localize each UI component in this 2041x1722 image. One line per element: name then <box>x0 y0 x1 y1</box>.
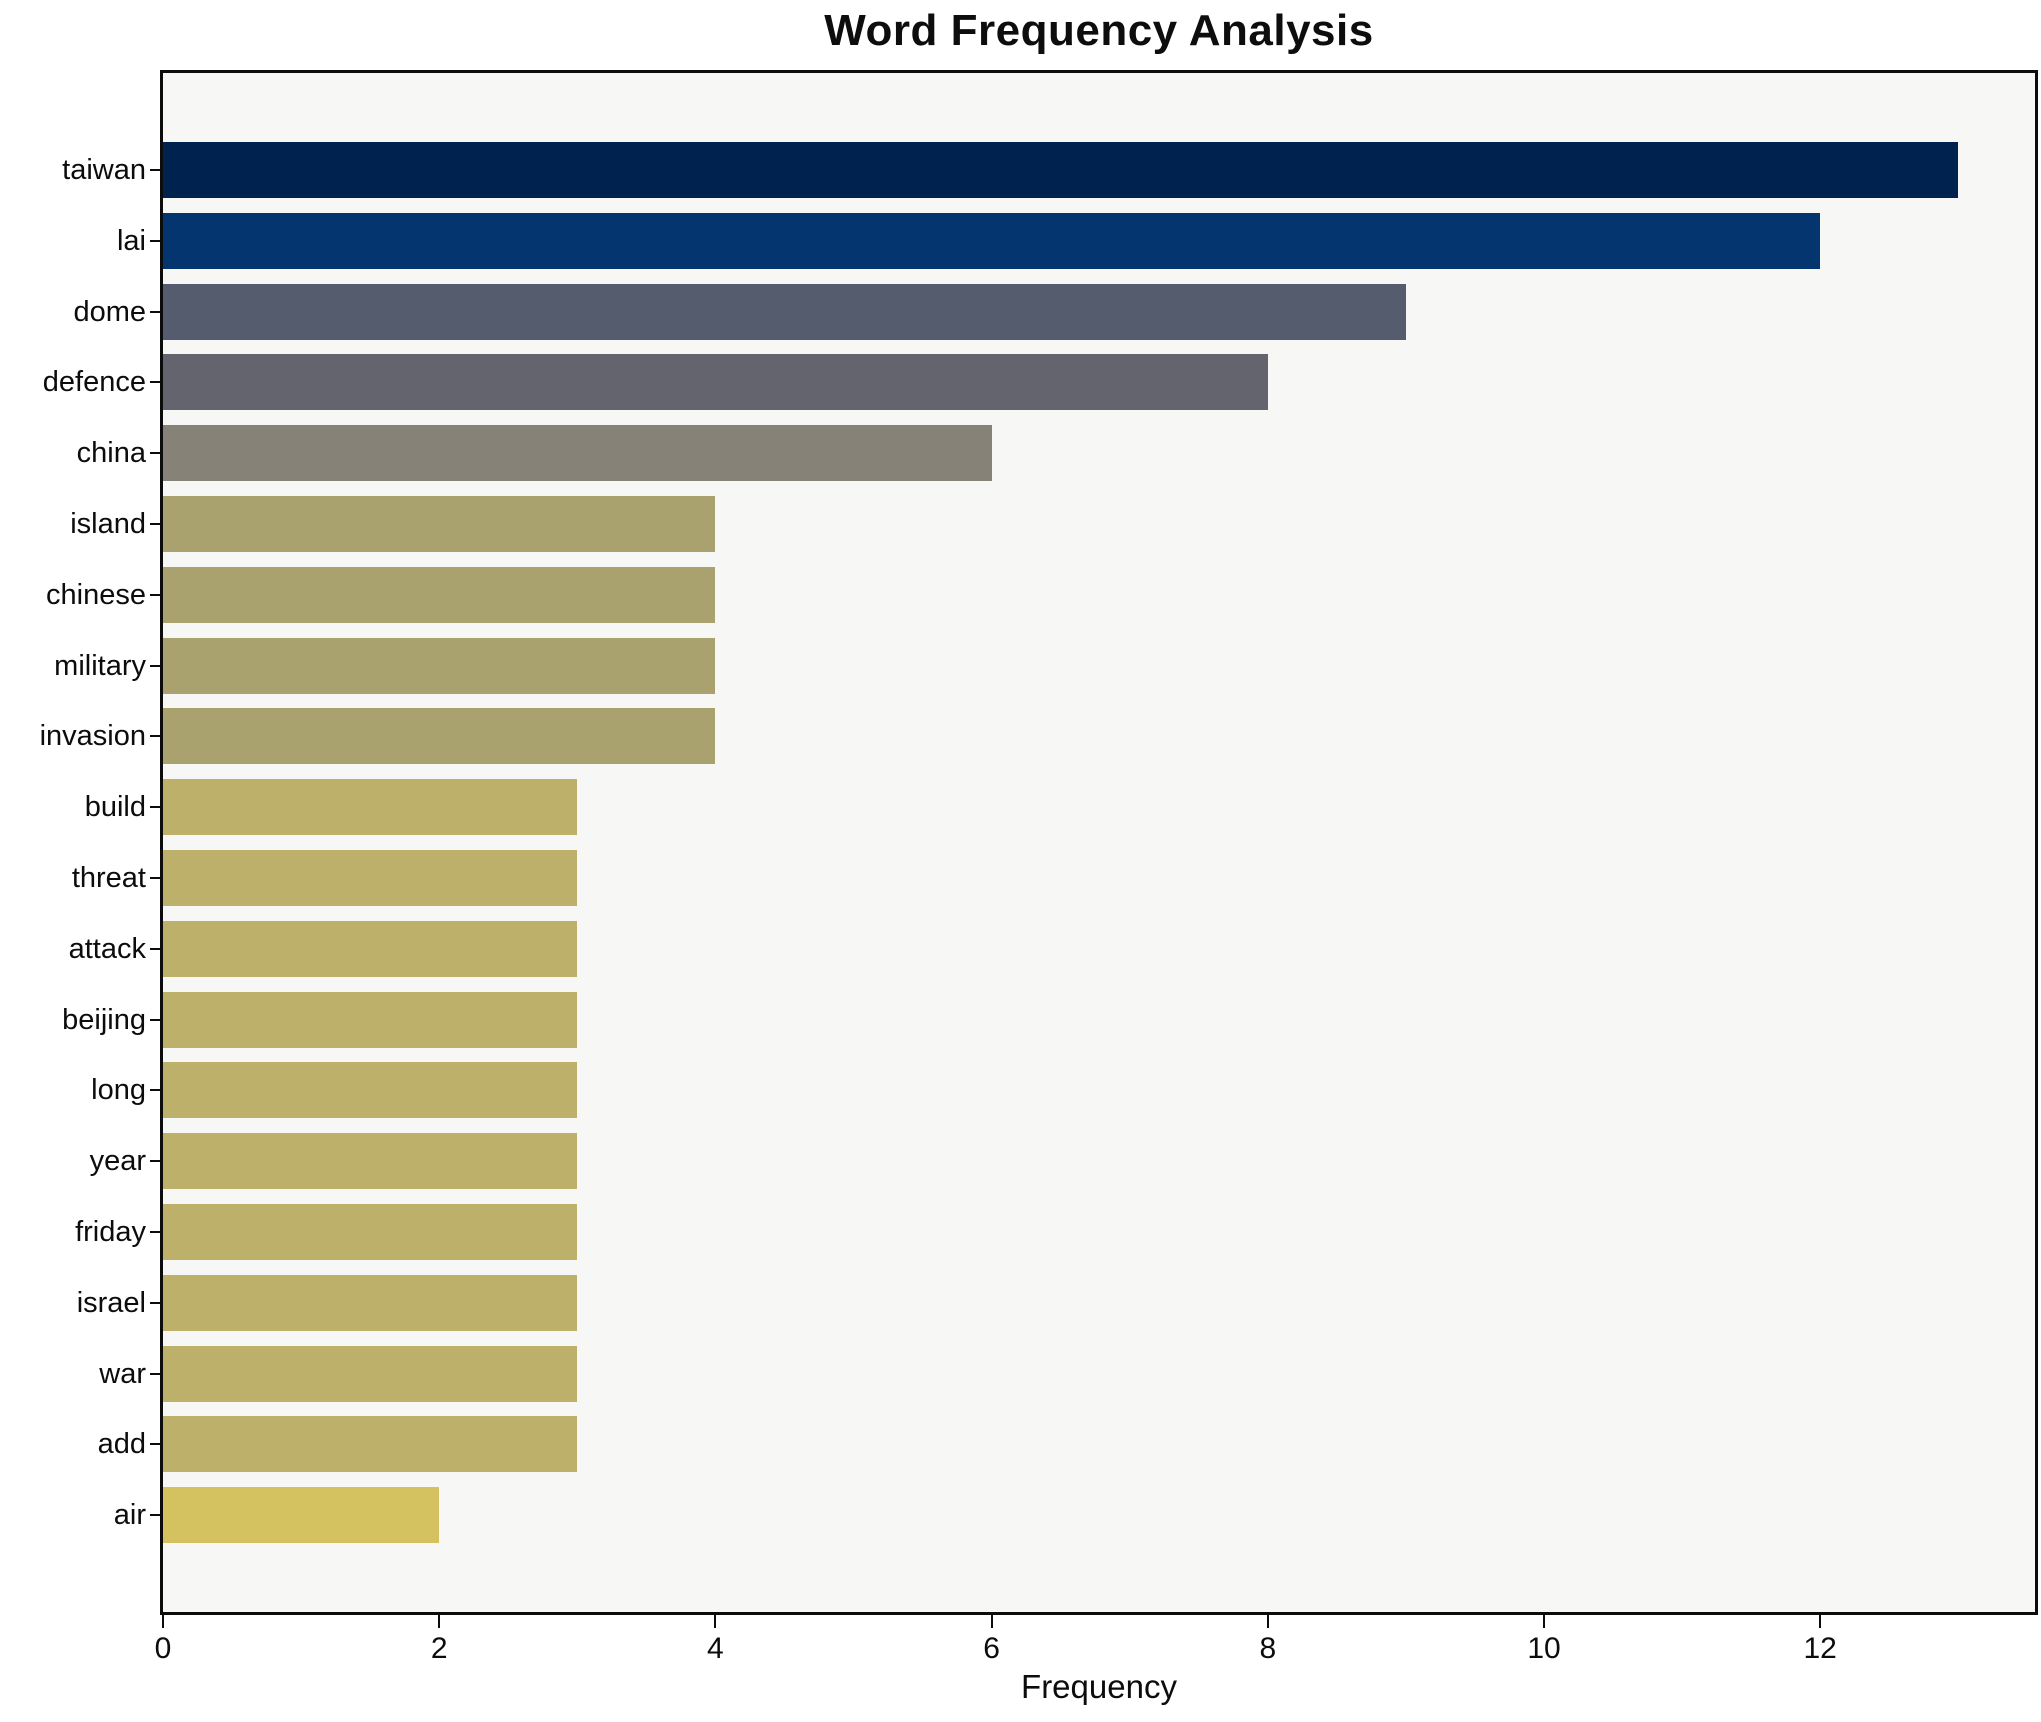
bar-defence <box>163 354 1268 411</box>
bar-war <box>163 1345 578 1402</box>
x-tick-mark <box>438 1615 441 1628</box>
y-tick-mark <box>150 1372 161 1375</box>
y-tick-mark <box>150 1160 161 1163</box>
y-tick-label-war: war <box>99 1357 146 1390</box>
y-tick-label-taiwan: taiwan <box>62 154 146 186</box>
y-tick-label-chinese: chinese <box>46 578 146 611</box>
y-tick-mark <box>150 523 161 525</box>
y-tick-mark <box>150 877 161 879</box>
y-tick-label-attack: attack <box>68 932 146 965</box>
y-tick-mark <box>150 735 161 738</box>
y-tick-label-air: air <box>113 1499 146 1532</box>
y-tick-label-island: island <box>70 508 146 540</box>
y-tick-mark <box>150 452 161 455</box>
y-tick-mark <box>150 664 161 667</box>
y-tick-mark <box>150 169 161 171</box>
bar-china <box>163 425 992 482</box>
x-tick-label-4: 4 <box>707 1632 724 1665</box>
bar-long <box>163 1062 578 1119</box>
bar-dome <box>163 283 1406 340</box>
bar-invasion <box>163 708 716 765</box>
bar-taiwan <box>163 142 1959 198</box>
y-tick-label-invasion: invasion <box>39 720 146 753</box>
bar-military <box>163 637 716 694</box>
bar-air <box>163 1487 440 1544</box>
x-tick-mark <box>1543 1615 1545 1628</box>
y-tick-mark <box>150 1231 161 1233</box>
y-tick-mark <box>150 1443 161 1446</box>
bar-add <box>163 1416 578 1473</box>
x-tick-mark <box>1819 1615 1822 1628</box>
bar-lai <box>163 212 1821 269</box>
x-tick-label-6: 6 <box>983 1632 1000 1665</box>
y-tick-mark <box>150 1089 161 1092</box>
bar-threat <box>163 850 578 906</box>
x-tick-mark <box>990 1615 993 1628</box>
y-tick-mark <box>150 593 161 596</box>
y-tick-label-long: long <box>91 1074 146 1107</box>
y-tick-mark <box>150 1018 161 1021</box>
y-tick-label-lai: lai <box>116 224 146 257</box>
y-tick-label-add: add <box>97 1428 146 1461</box>
bar-year <box>163 1133 578 1190</box>
y-tick-label-threat: threat <box>71 862 146 894</box>
y-tick-mark <box>150 239 161 242</box>
x-axis-label: Frequency <box>1021 1668 1177 1705</box>
y-tick-label-build: build <box>84 791 146 824</box>
x-tick-label-12: 12 <box>1803 1632 1837 1665</box>
x-tick-mark <box>1266 1615 1269 1628</box>
y-tick-label-dome: dome <box>73 295 146 328</box>
chart-title: Word Frequency Analysis <box>824 6 1374 55</box>
bar-chinese <box>163 566 716 623</box>
y-tick-mark <box>150 947 161 950</box>
x-tick-label-8: 8 <box>1259 1632 1277 1665</box>
y-tick-mark <box>150 381 161 384</box>
y-tick-label-israel: israel <box>76 1286 146 1319</box>
y-tick-label-china: china <box>76 437 146 470</box>
y-tick-label-friday: friday <box>75 1216 146 1248</box>
y-tick-mark <box>150 806 161 809</box>
x-tick-label-2: 2 <box>430 1632 448 1665</box>
y-tick-label-defence: defence <box>42 366 146 399</box>
bar-beijing <box>163 991 578 1048</box>
y-tick-label-year: year <box>89 1145 146 1178</box>
x-tick-label-10: 10 <box>1527 1632 1561 1665</box>
y-tick-mark <box>150 1514 161 1517</box>
y-tick-label-military: military <box>54 649 146 682</box>
x-tick-label-0: 0 <box>154 1632 172 1665</box>
bar-friday <box>163 1204 578 1260</box>
y-tick-mark <box>150 310 161 313</box>
bar-attack <box>163 920 578 977</box>
y-tick-label-beijing: beijing <box>62 1003 146 1036</box>
bar-island <box>163 496 716 552</box>
x-tick-mark <box>714 1615 717 1628</box>
bar-build <box>163 779 578 836</box>
x-tick-mark <box>162 1615 164 1628</box>
y-tick-mark <box>150 1301 161 1304</box>
bar-israel <box>163 1274 578 1331</box>
